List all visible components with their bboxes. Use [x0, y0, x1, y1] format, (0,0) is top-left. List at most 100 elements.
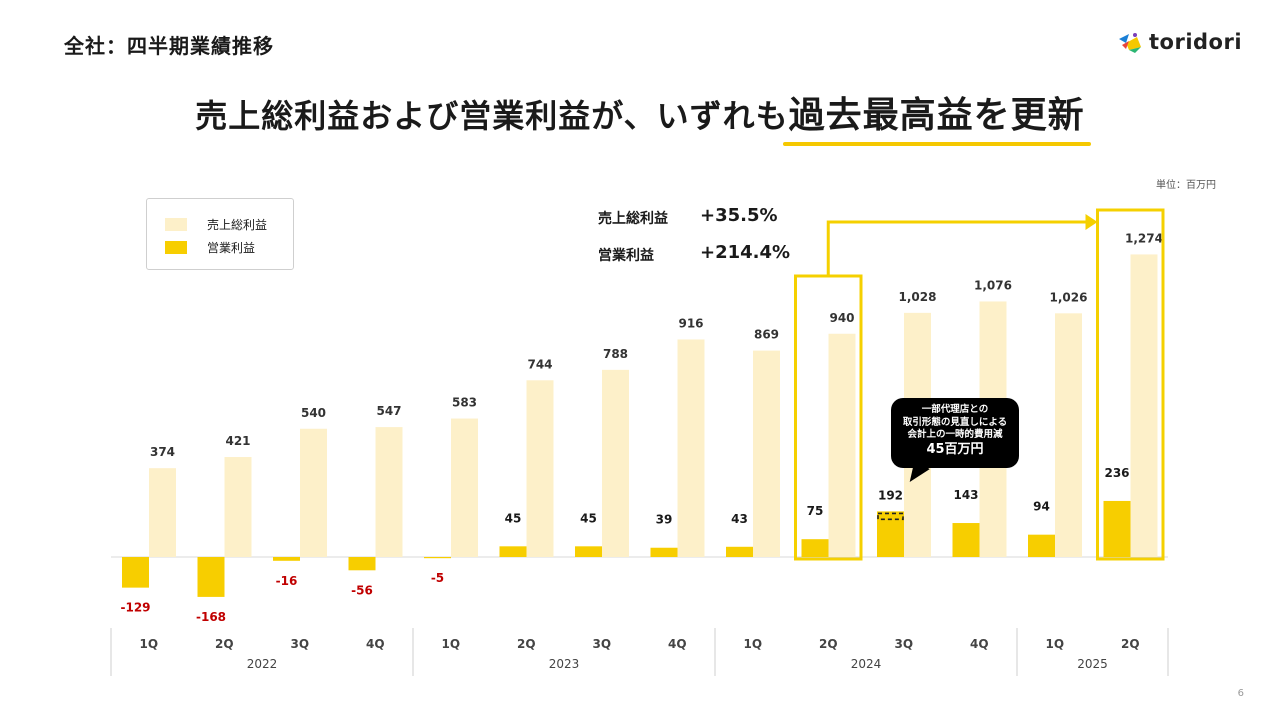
gross-profit-value-label: 1,274 — [1125, 231, 1163, 245]
page-number: 6 — [1237, 688, 1244, 699]
growth-operating-profit-value: +214.4% — [700, 242, 790, 263]
operating-profit-value-label: 236 — [1104, 466, 1129, 480]
operating-profit-value-label: -16 — [276, 574, 298, 588]
page-title: 全社：四半期業績推移 — [64, 34, 274, 58]
legend-label: 営業利益 — [207, 241, 256, 255]
quarter-tick-label: 1Q — [743, 637, 762, 651]
quarter-tick-label: 3Q — [592, 637, 611, 651]
operating-profit-value-label: 39 — [656, 513, 673, 527]
growth-value: +214.4% — [700, 242, 791, 263]
quarter-tick-label: 1Q — [441, 637, 460, 651]
operating-profit-value-label: 192 — [878, 488, 903, 502]
gross-profit-bar — [1130, 254, 1158, 558]
gross-profit-value-label: 547 — [376, 404, 401, 418]
legend-swatch — [165, 241, 187, 254]
gross-profit-bar — [149, 468, 176, 557]
gross-profit-value-label: 1,026 — [1050, 290, 1088, 304]
operating-profit-bar — [877, 511, 904, 557]
quarter-tick-label: 3Q — [290, 637, 309, 651]
legend-item-gross-profit: 売上総利益 — [165, 216, 267, 233]
gross-profit-bar — [677, 339, 705, 557]
gross-profit-bar — [526, 380, 554, 557]
legend-swatch — [165, 218, 187, 231]
operating-profit-value-label: 45 — [505, 511, 522, 525]
growth-label: 売上総利益 — [598, 211, 668, 227]
gross-profit-bar — [224, 457, 252, 557]
gross-profit-value-label: 788 — [603, 347, 628, 361]
operating-profit-value-label: 45 — [580, 511, 597, 525]
operating-profit-bar — [650, 547, 678, 557]
operating-profit-value-label: 43 — [731, 512, 748, 526]
headline-text: 売上総利益および営業利益が、いずれも — [195, 97, 789, 135]
gross-profit-value-label: 940 — [829, 311, 854, 325]
growth-operating-profit: 営業利益 — [598, 245, 654, 265]
operating-profit-value-label: 143 — [953, 488, 978, 502]
legend-item-operating-profit: 営業利益 — [165, 239, 255, 256]
operating-profit-bar — [499, 546, 527, 557]
growth-gross-profit-value: +35.5% — [700, 205, 778, 226]
operating-profit-bar — [197, 557, 225, 597]
gross-profit-bar — [451, 418, 478, 557]
gross-profit-value-label: 374 — [150, 445, 175, 459]
headline: 売上総利益および営業利益が、いずれも過去最高益を更新 — [0, 86, 1280, 146]
operating-profit-bar — [348, 557, 376, 571]
gross-profit-value-label: 744 — [527, 357, 552, 371]
operating-profit-bar — [1028, 534, 1055, 557]
quarter-tick-label: 2Q — [517, 637, 536, 651]
gross-profit-value-label: 421 — [225, 434, 250, 448]
gross-profit-value-label: 1,028 — [899, 290, 937, 304]
quarter-tick-label: 3Q — [894, 637, 913, 651]
operating-profit-bar — [952, 523, 980, 557]
quarter-tick-label: 4Q — [970, 637, 989, 651]
operating-profit-bar — [424, 557, 451, 559]
quarter-tick-label: 2Q — [819, 637, 838, 651]
operating-profit-value-label: -168 — [196, 610, 226, 624]
year-group-label: 2024 — [851, 657, 882, 671]
gross-profit-bar — [300, 428, 327, 557]
operating-profit-value-label: -5 — [431, 571, 444, 585]
callout-line: 取引形態の見直しによる — [902, 416, 1008, 428]
gross-profit-value-label: 583 — [452, 396, 477, 410]
excluded-cost-marker — [877, 512, 904, 521]
year-group-label: 2023 — [549, 657, 580, 671]
gross-profit-bar — [753, 350, 780, 557]
year-group-label: 2025 — [1077, 657, 1108, 671]
growth-label: 営業利益 — [598, 248, 654, 264]
toridori-bird-icon — [1119, 33, 1141, 53]
gross-profit-value-label: 1,076 — [974, 278, 1012, 292]
operating-profit-value-label: 75 — [807, 504, 824, 518]
annotation-callout: 一部代理店との 取引形態の見直しによる 会計上の一時的費用減 45百万円 — [891, 398, 1019, 468]
quarter-tick-label: 4Q — [366, 637, 385, 651]
quarter-tick-label: 4Q — [668, 637, 687, 651]
connector-arrow — [826, 220, 1088, 276]
brand-logo: toridori — [1117, 30, 1242, 54]
callout-line: 会計上の一時的費用減 — [907, 429, 1003, 440]
callout-line: 一部代理店との — [921, 404, 989, 415]
callout-amount: 45百万円 — [926, 441, 984, 457]
gross-profit-value-label: 540 — [301, 406, 326, 420]
unit-label: 単位：百万円 — [1156, 180, 1216, 191]
gross-profit-value-label: 916 — [678, 316, 703, 330]
growth-value: +35.5% — [700, 205, 778, 226]
legend-label: 売上総利益 — [207, 218, 268, 232]
growth-gross-profit: 売上総利益 — [598, 208, 668, 228]
gross-profit-bar — [1055, 313, 1082, 557]
operating-profit-value-label: -129 — [120, 601, 150, 615]
quarter-tick-label: 1Q — [1045, 637, 1064, 651]
gross-profit-bar — [375, 427, 403, 557]
chart-legend: 売上総利益 営業利益 — [146, 198, 294, 270]
operating-profit-bar — [575, 546, 602, 557]
gross-profit-bar — [602, 369, 629, 557]
highlight-box — [1096, 208, 1165, 561]
operating-profit-bar — [1103, 500, 1131, 557]
gross-profit-bar — [828, 333, 856, 557]
quarter-tick-label: 2Q — [1121, 637, 1140, 651]
headline-highlight: 過去最高益を更新 — [782, 86, 1091, 146]
gross-profit-value-label: 869 — [754, 328, 779, 342]
brand-name: toridori — [1149, 30, 1243, 54]
arrow-head — [1085, 214, 1098, 230]
year-group-label: 2022 — [247, 657, 278, 671]
operating-profit-bar — [726, 546, 753, 557]
operating-profit-bar — [801, 539, 829, 557]
